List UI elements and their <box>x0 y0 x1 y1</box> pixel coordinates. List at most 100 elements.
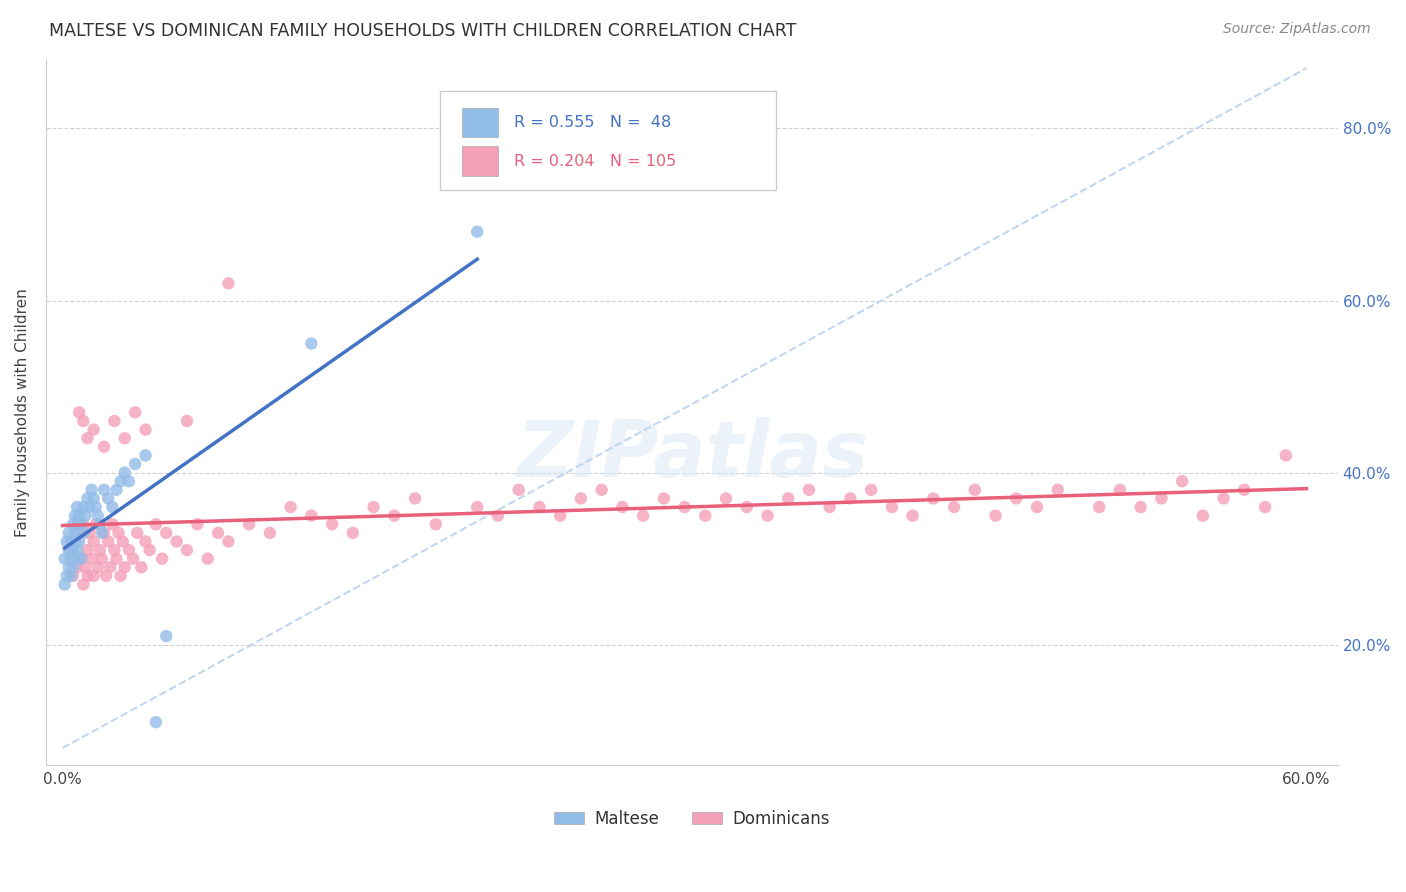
Point <box>67 508 90 523</box>
Point <box>186 517 208 532</box>
Point <box>103 543 125 558</box>
Point <box>110 569 132 583</box>
Point <box>83 534 105 549</box>
Point <box>901 508 924 523</box>
Point <box>548 508 571 523</box>
Point <box>134 534 156 549</box>
Text: Source: ZipAtlas.com: Source: ZipAtlas.com <box>1223 22 1371 37</box>
Point <box>55 569 77 583</box>
Point <box>72 414 94 428</box>
Point <box>465 500 488 514</box>
Point <box>72 525 94 540</box>
Point <box>107 525 129 540</box>
Point <box>76 569 98 583</box>
Point <box>80 551 103 566</box>
Point <box>101 517 124 532</box>
Legend: Maltese, Dominicans: Maltese, Dominicans <box>547 803 837 834</box>
Point <box>75 560 97 574</box>
Point <box>62 560 84 574</box>
Point <box>217 277 239 291</box>
Point <box>67 525 90 540</box>
Point <box>238 517 260 532</box>
Point <box>155 629 177 643</box>
Point <box>66 560 89 574</box>
Point <box>93 440 115 454</box>
Point <box>425 517 447 532</box>
Point <box>53 551 76 566</box>
Point <box>673 500 696 514</box>
Point <box>124 457 146 471</box>
Point <box>131 560 153 574</box>
Point <box>280 500 302 514</box>
Point <box>207 525 229 540</box>
Point <box>59 569 82 583</box>
Point <box>72 517 94 532</box>
Point <box>93 483 115 497</box>
Point <box>87 560 110 574</box>
Point <box>62 534 84 549</box>
Point <box>84 500 107 514</box>
Point <box>342 525 364 540</box>
Point <box>1150 491 1173 506</box>
Point <box>59 551 82 566</box>
Point <box>59 534 82 549</box>
Point <box>778 491 800 506</box>
Point <box>1212 491 1234 506</box>
Text: ZIPatlas: ZIPatlas <box>516 417 868 492</box>
FancyBboxPatch shape <box>440 91 776 190</box>
Point <box>363 500 385 514</box>
Point <box>105 483 128 497</box>
Point <box>70 551 93 566</box>
Point <box>72 577 94 591</box>
Point <box>98 560 121 574</box>
Point <box>756 508 779 523</box>
Point <box>839 491 862 506</box>
Point <box>67 534 90 549</box>
Point <box>76 431 98 445</box>
Point <box>83 491 105 506</box>
Point <box>963 483 986 497</box>
Point <box>87 508 110 523</box>
Point <box>63 534 86 549</box>
Point <box>735 500 758 514</box>
Point <box>176 414 198 428</box>
Point <box>166 534 188 549</box>
Point <box>984 508 1007 523</box>
Text: R = 0.555   N =  48: R = 0.555 N = 48 <box>513 115 671 130</box>
Point <box>59 543 82 558</box>
Point <box>197 551 219 566</box>
Point <box>91 551 114 566</box>
Point <box>66 517 89 532</box>
Point <box>76 491 98 506</box>
Point <box>103 414 125 428</box>
Point <box>124 405 146 419</box>
Point <box>63 508 86 523</box>
Point <box>465 225 488 239</box>
Point <box>67 405 90 419</box>
Point <box>714 491 737 506</box>
Point <box>529 500 551 514</box>
Point <box>111 534 134 549</box>
Point <box>80 483 103 497</box>
Point <box>145 715 167 730</box>
Point <box>695 508 717 523</box>
Point <box>83 569 105 583</box>
Point <box>62 569 84 583</box>
Point <box>1192 508 1215 523</box>
Point <box>114 466 136 480</box>
Point <box>79 500 101 514</box>
Point <box>101 500 124 514</box>
Point <box>89 517 111 532</box>
Point <box>259 525 281 540</box>
Point <box>176 543 198 558</box>
Point <box>1046 483 1069 497</box>
Text: R = 0.204   N = 105: R = 0.204 N = 105 <box>513 153 676 169</box>
Point <box>1233 483 1256 497</box>
Point <box>75 508 97 523</box>
Point <box>150 551 173 566</box>
Point <box>97 534 120 549</box>
FancyBboxPatch shape <box>463 146 498 176</box>
Point <box>1171 474 1194 488</box>
Point <box>138 543 160 558</box>
Point <box>1275 449 1298 463</box>
